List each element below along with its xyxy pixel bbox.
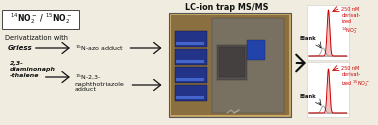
Bar: [212, 18, 284, 113]
Bar: [307, 5, 349, 60]
Bar: [175, 31, 207, 47]
Text: Derivatization with: Derivatization with: [5, 35, 68, 41]
Text: Griess: Griess: [8, 45, 33, 51]
Bar: [169, 13, 291, 117]
Text: 2,3-
diaminonaph
-thalene: 2,3- diaminonaph -thalene: [10, 61, 56, 78]
Bar: [175, 85, 207, 101]
Text: 250 nM
derivat-
ized
$^{14}$NO$_2^-$: 250 nM derivat- ized $^{14}$NO$_2^-$: [341, 7, 361, 36]
Bar: [171, 15, 289, 115]
Bar: [175, 67, 207, 83]
Bar: [176, 42, 204, 45]
Text: $^{15}$N-2,3-
naphthotriazole
adduct: $^{15}$N-2,3- naphthotriazole adduct: [75, 72, 124, 92]
Text: 250 nM
derivat-
ized $^{15}$NO$_2^-$: 250 nM derivat- ized $^{15}$NO$_2^-$: [341, 66, 370, 89]
Text: LC-ion trap MS/MS: LC-ion trap MS/MS: [185, 3, 269, 12]
FancyBboxPatch shape: [3, 10, 79, 29]
Bar: [175, 49, 207, 65]
Bar: [176, 60, 204, 63]
Bar: [176, 78, 204, 81]
Bar: [217, 45, 247, 80]
Text: Blank: Blank: [300, 94, 317, 99]
Bar: [247, 40, 265, 60]
Bar: [176, 96, 204, 99]
Bar: [219, 47, 245, 77]
Text: $^{14}$NO$_2^-$ / $^{15}$NO$_2^-$: $^{14}$NO$_2^-$ / $^{15}$NO$_2^-$: [10, 12, 72, 26]
Text: $^{15}$N-azo adduct: $^{15}$N-azo adduct: [75, 43, 124, 53]
Bar: [307, 62, 349, 117]
Text: Blank: Blank: [300, 36, 317, 41]
